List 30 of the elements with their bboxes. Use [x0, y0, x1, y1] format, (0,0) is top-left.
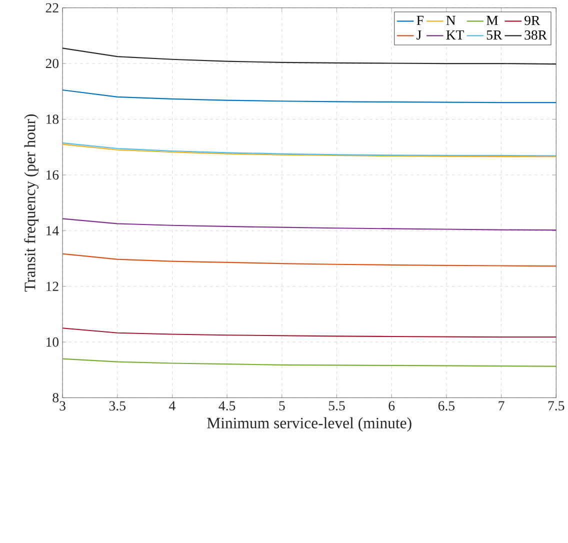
legend-label: M: [486, 16, 498, 26]
x-tick-label: 7: [498, 401, 504, 410]
y-tick-label: 20: [46, 59, 59, 68]
x-tick-label: 6: [388, 401, 395, 411]
y-tick-label: 14: [46, 226, 59, 236]
y-tick-label: 18: [46, 114, 59, 124]
legend-label: N: [446, 16, 456, 26]
x-tick-label: 7.5: [548, 401, 564, 411]
y-tick-label: 10: [46, 338, 59, 347]
legend-label: F: [416, 16, 424, 26]
y-tick-label: 12: [46, 282, 58, 292]
legend-label: 5R: [486, 30, 502, 40]
x-tick-label: 4: [169, 401, 176, 410]
x-tick-label: 4.5: [218, 401, 236, 411]
x-tick-label: 6.5: [438, 401, 455, 411]
y-tick-label: 16: [46, 170, 59, 180]
legend-label: 38R: [524, 30, 548, 40]
y-axis-title: Transit frequency (per hour): [24, 114, 39, 292]
legend-label: J: [416, 30, 422, 40]
line-series: [62, 48, 556, 65]
y-tick-label: 8: [52, 393, 59, 403]
y-tick-label: 22: [46, 3, 58, 13]
x-tick-label: 3: [60, 401, 66, 411]
x-tick-label: 3.5: [109, 401, 126, 411]
x-tick-label: 5: [279, 401, 285, 411]
line-series: [62, 218, 556, 231]
x-axis-title: Minimum service-level (minute): [207, 417, 412, 432]
legend-label: 9R: [524, 16, 540, 26]
legend-label: KT: [446, 30, 464, 40]
x-tick-label: 5.5: [328, 401, 345, 411]
